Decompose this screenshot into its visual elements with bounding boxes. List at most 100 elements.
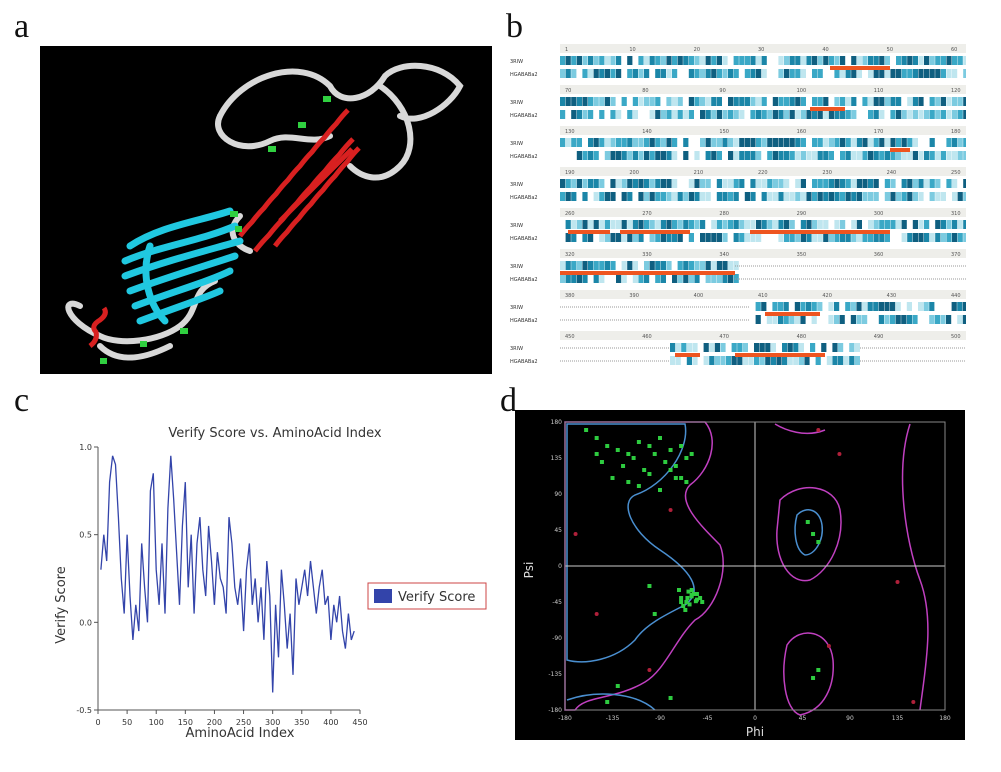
alignment-cell — [906, 302, 912, 311]
alignment-cell — [705, 179, 711, 188]
alignment-cell — [823, 69, 829, 78]
alignment-cell — [666, 261, 672, 270]
alignment-cell — [878, 302, 884, 311]
alignment-cell — [627, 274, 633, 283]
alignment-cell — [787, 343, 793, 352]
alignment-cell — [795, 97, 801, 106]
alignment-cell — [929, 315, 935, 324]
alignment-cell — [670, 343, 676, 352]
alignment-cell — [593, 151, 599, 160]
alignment-cell — [765, 343, 771, 352]
alignment-cell — [627, 56, 633, 65]
alignment-cell — [599, 220, 605, 229]
alignment-cell — [912, 151, 918, 160]
alignment-cell — [804, 343, 810, 352]
alignment-cell — [918, 110, 924, 119]
alignment-cell — [832, 356, 838, 365]
alignment-cell — [692, 356, 698, 365]
alignment-cell — [935, 69, 941, 78]
alignment-cell — [862, 179, 868, 188]
alignment-cell — [582, 220, 588, 229]
residue-point — [679, 476, 684, 480]
alignment-cell — [670, 356, 676, 365]
sequence-row-label: 3RIW — [510, 182, 523, 188]
alignment-cell — [862, 151, 868, 160]
alignment-cell — [604, 274, 610, 283]
alignment-cell — [739, 56, 745, 65]
alignment-cell — [610, 192, 616, 201]
verify-score-chart: Verify Score vs. AminoAcid Index AminoAc… — [50, 405, 495, 750]
alignment-cell — [901, 69, 907, 78]
alignment-cell — [778, 151, 784, 160]
alignment-cell — [924, 69, 930, 78]
alignment-cell — [879, 138, 885, 147]
phi-tick-label: -180 — [558, 715, 572, 722]
alignment-cell — [726, 343, 732, 352]
alignment-cell — [660, 69, 666, 78]
alignment-cell — [593, 220, 599, 229]
alignment-cell — [879, 56, 885, 65]
alignment-cell — [666, 151, 672, 160]
alignment-cell — [672, 151, 678, 160]
alignment-cell — [884, 315, 890, 324]
residue-point — [658, 436, 662, 440]
alignment-cell — [901, 220, 907, 229]
alignment-cell — [666, 56, 672, 65]
alignment-cell — [722, 220, 728, 229]
psi-axis-label: Psi — [522, 562, 536, 579]
alignment-cell — [761, 220, 767, 229]
alignment-cell — [890, 97, 896, 106]
alignment-cell — [666, 97, 672, 106]
alignment-cell — [784, 97, 790, 106]
alignment-cell — [754, 356, 760, 365]
alignment-cell — [823, 179, 829, 188]
alignment-cell — [571, 151, 577, 160]
alignment-cell — [828, 69, 834, 78]
alignment-cell — [946, 179, 952, 188]
alignment-cell — [700, 179, 706, 188]
alignment-cell — [750, 315, 756, 324]
alignment-cell — [940, 97, 946, 106]
residue-point — [679, 596, 684, 600]
alignment-cell — [873, 233, 879, 242]
alignment-cell — [560, 179, 566, 188]
alignment-cell — [638, 97, 644, 106]
alignment-cell — [783, 302, 789, 311]
alignment-cell — [688, 110, 694, 119]
alignment-cell — [963, 56, 969, 65]
alignment-cell — [767, 151, 773, 160]
alignment-cell — [828, 220, 834, 229]
alignment-cell — [761, 179, 767, 188]
residue-index-tick: 480 — [797, 334, 807, 340]
sequence-row-label: 3RIW — [510, 223, 523, 229]
x-tick-label: 250 — [236, 718, 251, 727]
alignment-cell — [616, 274, 622, 283]
alignment-cell — [806, 110, 812, 119]
alignment-cell — [700, 138, 706, 147]
alignment-cell — [560, 274, 566, 283]
alignment-cell — [576, 56, 582, 65]
alignment-cell — [716, 110, 722, 119]
residue-point — [652, 612, 657, 616]
alignment-cell — [582, 192, 588, 201]
alignment-cell — [571, 274, 577, 283]
alignment-cell — [778, 97, 784, 106]
alignment-cell — [571, 261, 577, 270]
alignment-cell — [638, 110, 644, 119]
alignment-cell — [821, 343, 827, 352]
alignment-cell — [957, 97, 963, 106]
residue-point — [599, 460, 604, 464]
residue-point — [594, 452, 599, 456]
residue-index-tick: 1 — [565, 47, 568, 53]
allowed-regions — [564, 421, 929, 716]
alignment-cell — [890, 110, 896, 119]
alignment-cell — [644, 261, 650, 270]
alignment-cell — [599, 69, 605, 78]
alignment-cell — [952, 192, 958, 201]
alignment-cell — [929, 56, 935, 65]
alignment-cell — [655, 233, 661, 242]
alignment-cell — [767, 69, 773, 78]
alignment-cell — [935, 179, 941, 188]
residue-point — [681, 604, 686, 608]
alignment-cell — [733, 274, 739, 283]
